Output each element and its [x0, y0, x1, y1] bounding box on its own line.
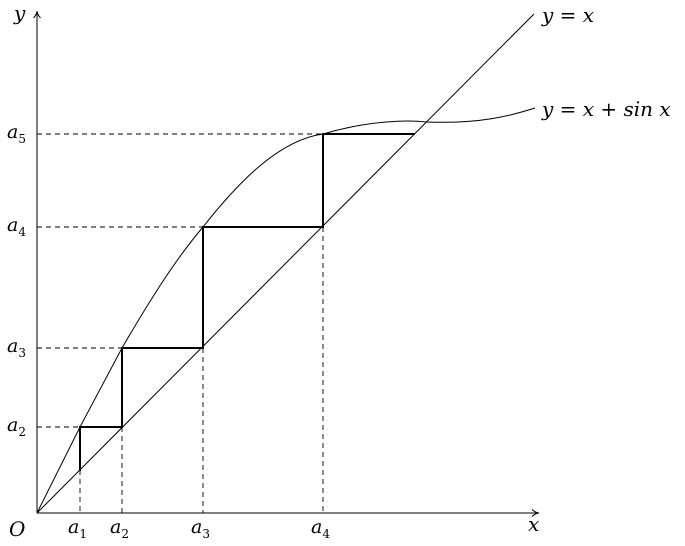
x-tick-a1: a1 [68, 516, 87, 541]
x-tick-a2: a2 [110, 516, 129, 541]
origin-label: O [9, 517, 25, 541]
x-tick-a3: a3 [191, 516, 210, 541]
y-tick-a5: a5 [7, 121, 26, 146]
cobweb-staircase [79, 133, 415, 471]
curve-label: y = x + sin x [541, 97, 671, 121]
identity-line [36, 13, 535, 514]
line-label: y = x [541, 3, 594, 27]
x-axis-label: x [528, 512, 539, 536]
y-tick-a4: a4 [7, 214, 26, 239]
x-tick-a4: a4 [311, 516, 330, 541]
sine-curve [36, 107, 536, 514]
y-tick-a3: a3 [7, 335, 26, 360]
y-axis-label: y [13, 1, 26, 25]
y-tick-a2: a2 [7, 414, 26, 439]
